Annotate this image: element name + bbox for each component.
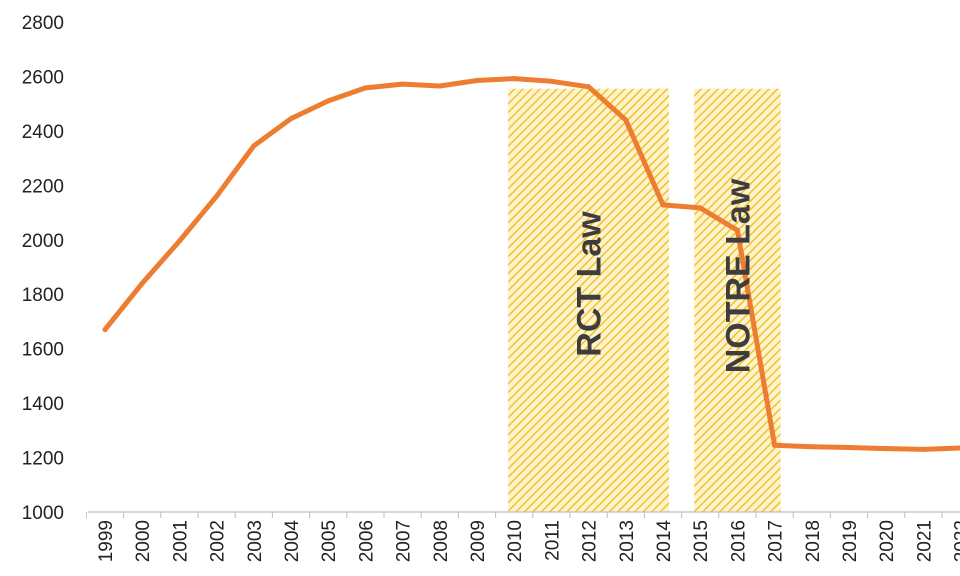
data-point [511, 76, 517, 82]
data-point [734, 227, 740, 233]
x-tick-label: 2017 [766, 520, 787, 562]
annotation-label: RCT Law [571, 211, 609, 357]
x-tick-label: 2013 [617, 520, 638, 562]
x-tick-label: 2021 [914, 520, 935, 562]
x-tick-label: 2001 [170, 520, 191, 562]
y-tick-label: 1000 [22, 503, 64, 524]
data-point [362, 85, 368, 91]
x-tick-label: 2012 [580, 520, 601, 562]
y-tick-label: 2400 [22, 122, 64, 143]
x-tick-label: 2022 [952, 520, 960, 562]
data-point [176, 238, 182, 244]
data-point [437, 83, 443, 89]
data-point [920, 446, 926, 452]
data-point [139, 280, 145, 286]
data-point [288, 116, 294, 122]
data-point [697, 205, 703, 211]
data-point [623, 117, 629, 123]
data-point [251, 143, 257, 149]
x-tick-label: 2009 [468, 520, 489, 562]
x-tick-label: 2011 [542, 520, 563, 561]
data-point [474, 78, 480, 84]
annotation-labels: RCT Law NOTRE Law [571, 178, 758, 373]
x-tick-label: 2010 [505, 520, 526, 562]
x-tick-label: 1999 [96, 520, 117, 562]
x-tick-label: 2004 [282, 520, 303, 563]
y-axis: 1000 1200 1400 1600 1800 2000 2200 2400 2600 2800 [22, 13, 64, 524]
x-tick-label: 2014 [654, 520, 675, 563]
y-tick-label: 1800 [22, 285, 64, 306]
series-group [102, 76, 960, 452]
x-tick-label: 2002 [208, 520, 229, 562]
data-point [772, 442, 778, 448]
x-tick-label: 2015 [691, 520, 712, 562]
x-tick-label: 2020 [877, 520, 898, 562]
x-tick-label: 2000 [133, 520, 154, 562]
data-point [586, 84, 592, 90]
series-line [102, 76, 960, 452]
data-point [400, 81, 406, 87]
y-tick-label: 1600 [22, 340, 64, 361]
x-tick-label: 2007 [394, 520, 415, 562]
y-tick-label: 1400 [22, 394, 64, 415]
data-point [660, 202, 666, 208]
y-tick-label: 1200 [22, 449, 64, 470]
y-tick-label: 2200 [22, 176, 64, 197]
x-axis: 1999 2000 2001 2002 2003 2004 2005 2006 2007 2008… [85, 511, 960, 563]
y-tick-label: 2800 [22, 13, 64, 34]
x-tick-label: 2003 [245, 520, 266, 562]
annotation-label: NOTRE Law [719, 178, 757, 373]
data-point [325, 98, 331, 104]
x-tick-label: 2018 [803, 520, 824, 562]
y-tick-label: 2600 [22, 67, 64, 88]
data-point [846, 444, 852, 450]
data-point [809, 444, 815, 450]
y-tick-label: 2000 [22, 231, 64, 252]
x-tick-label: 2019 [840, 520, 861, 562]
x-tick-label: 2005 [319, 520, 340, 562]
x-tick-label: 2006 [356, 520, 377, 562]
x-tick-label: 2008 [431, 520, 452, 562]
annotation-band [694, 88, 781, 512]
data-point [214, 193, 220, 199]
x-tick-label: 2016 [728, 520, 749, 562]
data-point [548, 78, 554, 84]
data-point [883, 446, 889, 452]
data-point [102, 327, 108, 333]
